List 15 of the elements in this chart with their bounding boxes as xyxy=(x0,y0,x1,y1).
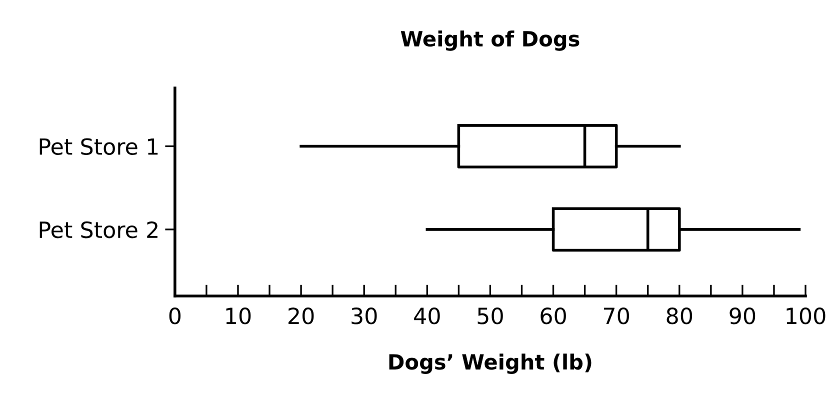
x-tick-label: 0 xyxy=(169,308,181,324)
x-tick-label: 30 xyxy=(352,308,377,324)
x-axis-title: Dogs’ Weight (lb) xyxy=(389,354,592,374)
x-tick-label: 60 xyxy=(540,308,566,324)
x-tick-label: 10 xyxy=(226,308,251,324)
x-tick-label: 20 xyxy=(288,308,314,324)
x-tick-label: 80 xyxy=(666,308,692,324)
x-tick-label: 50 xyxy=(478,308,503,324)
y-tick-label: Pet Store 1 xyxy=(40,138,158,155)
x-tick-label: 90 xyxy=(730,308,756,324)
y-tick-label: Pet Store 2 xyxy=(40,221,158,238)
x-tick-label: 40 xyxy=(414,308,440,324)
chart-title: Weight of Dogs xyxy=(400,30,580,51)
x-tick-label: 70 xyxy=(604,308,629,324)
x-tick-label: 100 xyxy=(786,308,826,324)
